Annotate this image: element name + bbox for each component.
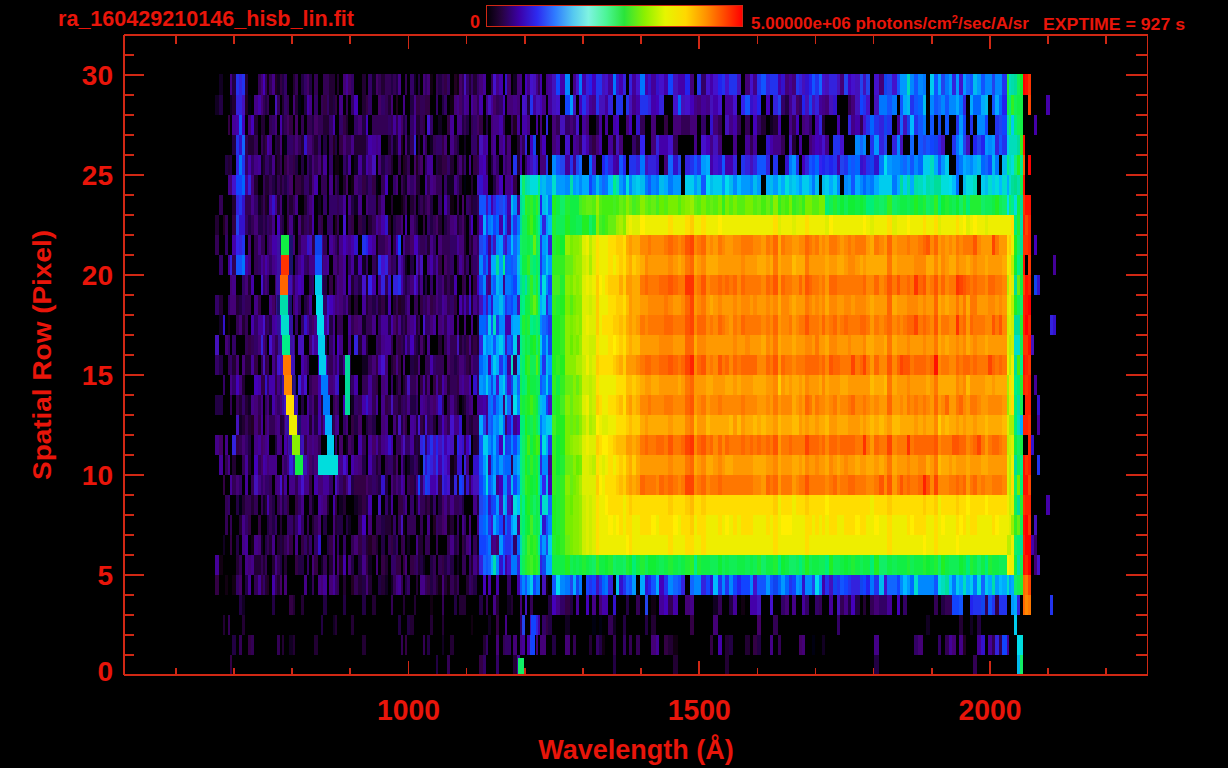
svg-text:20: 20	[82, 260, 113, 291]
svg-text:5: 5	[97, 560, 113, 591]
svg-text:0: 0	[470, 12, 480, 32]
svg-text:1500: 1500	[668, 694, 731, 726]
svg-text:Wavelength (Å): Wavelength (Å)	[538, 734, 734, 765]
svg-text:30: 30	[82, 60, 113, 91]
svg-text:Spatial Row (Pixel): Spatial Row (Pixel)	[27, 230, 57, 480]
svg-text:10: 10	[82, 460, 113, 491]
svg-text:2000: 2000	[958, 694, 1021, 726]
svg-text:EXPTIME = 927 s: EXPTIME = 927 s	[1043, 15, 1185, 34]
svg-text:0: 0	[97, 656, 113, 687]
svg-text:5.00000e+06 photons/cm2/sec/A/: 5.00000e+06 photons/cm2/sec/A/sr	[751, 13, 1029, 33]
svg-text:25: 25	[82, 160, 113, 191]
svg-text:1000: 1000	[377, 694, 440, 726]
svg-text:ra_160429210146_hisb_lin.fit: ra_160429210146_hisb_lin.fit	[58, 6, 355, 31]
svg-text:15: 15	[82, 360, 113, 391]
